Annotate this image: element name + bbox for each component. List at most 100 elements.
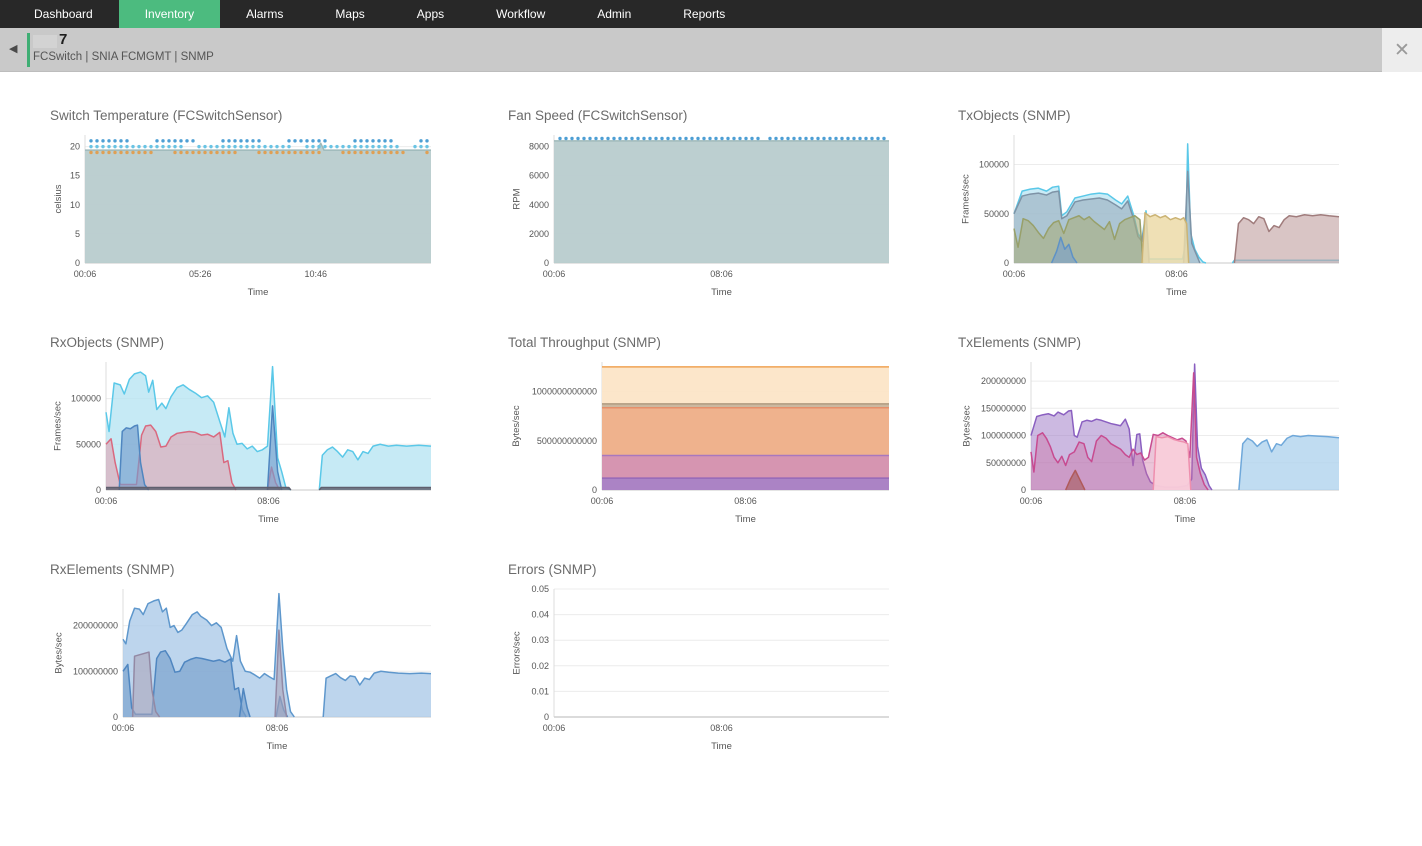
dot-series-point (137, 150, 141, 155)
dot-series-point (648, 136, 652, 141)
dot-series-point (149, 144, 153, 149)
series-line-port-mauve (1233, 214, 1340, 264)
top-nav: Dashboard Inventory Alarms Maps Apps Workflow… (0, 0, 1422, 28)
y-tick-label: 200000000 (981, 376, 1026, 386)
x-tick-label: 08:06 (1174, 496, 1197, 506)
dot-series-point (335, 144, 339, 149)
nav-tab-dashboard[interactable]: Dashboard (34, 7, 93, 21)
dot-series-point (137, 144, 141, 149)
y-tick-label: 500000000000 (537, 436, 597, 446)
series-line-port-cyan (318, 443, 432, 491)
chart-title: Errors (SNMP) (508, 562, 597, 577)
dot-series-point (852, 136, 856, 141)
dot-series-point (353, 144, 357, 149)
dot-series-point (233, 144, 237, 149)
x-tick-label: 00:06 (1003, 269, 1026, 279)
y-tick-label: 2000 (529, 229, 549, 239)
dot-series-point (305, 139, 309, 143)
nav-tab-inventory[interactable]: Inventory (118, 0, 221, 28)
y-tick-label: 4000 (529, 200, 549, 210)
chart-plot[interactable]: 0 500000000000 1000000000000 00:06 08:06 Time… (508, 354, 893, 528)
dot-series-point (419, 144, 423, 149)
charts-grid: Switch Temperature (FCSwitchSensor) 0 5 10 1… (0, 72, 1422, 755)
dot-series-point (107, 144, 111, 149)
x-tick-label: 00:06 (95, 496, 118, 506)
dot-series-point (774, 136, 778, 141)
nav-tab-alarms[interactable]: Alarms (246, 7, 284, 21)
nav-tab-apps[interactable]: Apps (416, 7, 445, 21)
dot-series-point (882, 136, 886, 141)
dot-series-point (281, 144, 285, 149)
nav-tab-reports[interactable]: Reports (683, 7, 726, 21)
chart-plot[interactable]: 0 2000 4000 6000 8000 00:06 08:06 Time RPM (508, 127, 893, 301)
dot-series-point (690, 136, 694, 141)
dot-series-point (413, 144, 417, 149)
dot-series-point (281, 150, 285, 155)
chart-card-switch: Switch Temperature (FCSwitchSensor) 0 5 10 1… (50, 108, 508, 301)
y-tick-label: 0 (592, 485, 597, 495)
dot-series-point (125, 144, 129, 149)
series-line-port-cyan (105, 365, 292, 491)
dot-series-point (125, 150, 129, 155)
dot-series-point (215, 144, 219, 149)
nav-tab-maps[interactable]: Maps (335, 7, 365, 21)
chart-title: RxObjects (SNMP) (50, 335, 165, 350)
dot-series-point (666, 136, 670, 141)
chart-title: TxElements (SNMP) (958, 335, 1082, 350)
y-tick-label: 10 (70, 200, 80, 210)
x-axis-title: Time (1175, 514, 1196, 525)
close-icon: ✕ (1394, 39, 1410, 61)
chart-plot[interactable]: 0 50000000 100000000 150000000 200000000 00:0… (958, 354, 1343, 528)
dot-series-point (359, 139, 363, 143)
chart-plot[interactable]: 0 50000 100000 00:06 08:06 Time Frames/sec (50, 354, 435, 528)
dot-series-point (119, 144, 123, 149)
dot-series-point (798, 136, 802, 141)
y-tick-label: 100000 (979, 160, 1009, 170)
dot-series-point (570, 136, 574, 141)
back-arrow-icon[interactable]: ◀ (9, 43, 18, 55)
y-tick-label: 150000000 (981, 403, 1026, 413)
y-tick-label: 8000 (529, 142, 549, 152)
series-area-fanspeed-area (554, 140, 889, 263)
series-area-port-blue (1051, 237, 1077, 263)
dot-series-point (101, 150, 105, 155)
dot-series-point (365, 144, 369, 149)
y-tick-label: 0 (544, 258, 549, 268)
dot-series-point (221, 150, 225, 155)
chart-plot[interactable]: 0 5 10 15 20 00:06 05:26 10:46 Time celsius (50, 127, 435, 301)
x-axis-title: Time (735, 514, 756, 525)
y-tick-label: 0.05 (531, 584, 549, 594)
dot-series-point (101, 139, 105, 143)
dot-series-point (822, 136, 826, 141)
chart-plot[interactable]: 0 100000000 200000000 00:06 08:06 Time Bytes/s… (50, 581, 435, 755)
dot-series-point (179, 144, 183, 149)
series-line-port-graymauve (274, 629, 288, 718)
close-button[interactable]: ✕ (1382, 28, 1422, 72)
dot-series-point (377, 144, 381, 149)
chart-card-fan: Fan Speed (FCSwitchSensor) 0 2000 4000 6000 8… (508, 108, 958, 301)
x-tick-label: 08:06 (734, 496, 757, 506)
series-line-port-pink-band (1152, 435, 1192, 491)
dot-series-point (371, 139, 375, 143)
y-tick-label: 0 (1021, 485, 1026, 495)
x-tick-label: 00:06 (1020, 496, 1043, 506)
y-tick-label: 50000 (76, 439, 101, 449)
dot-series-point (125, 139, 129, 143)
dot-series-point (726, 136, 730, 141)
chart-title: Fan Speed (FCSwitchSensor) (508, 108, 688, 123)
dot-series-point (624, 136, 628, 141)
series-line-temperature-area (85, 142, 431, 151)
y-tick-label: 20 (70, 142, 80, 152)
nav-tab-workflow[interactable]: Workflow (496, 7, 546, 21)
dot-series-point (227, 139, 231, 143)
dot-series-point (786, 136, 790, 141)
dot-series-point (107, 139, 111, 143)
series-line-port-blue (1050, 236, 1078, 264)
x-tick-label: 00:06 (591, 496, 614, 506)
chart-plot[interactable]: 0 50000 100000 00:06 08:06 Time Frames/sec (958, 127, 1343, 301)
nav-tab-admin[interactable]: Admin (597, 7, 632, 21)
dot-series-point (209, 144, 213, 149)
dot-series-point (840, 136, 844, 141)
chart-plot[interactable]: 0 0.01 0.02 0.03 0.04 0.05 00:06 08:06 Time Error… (508, 581, 893, 755)
y-tick-label: 0 (1004, 258, 1009, 268)
